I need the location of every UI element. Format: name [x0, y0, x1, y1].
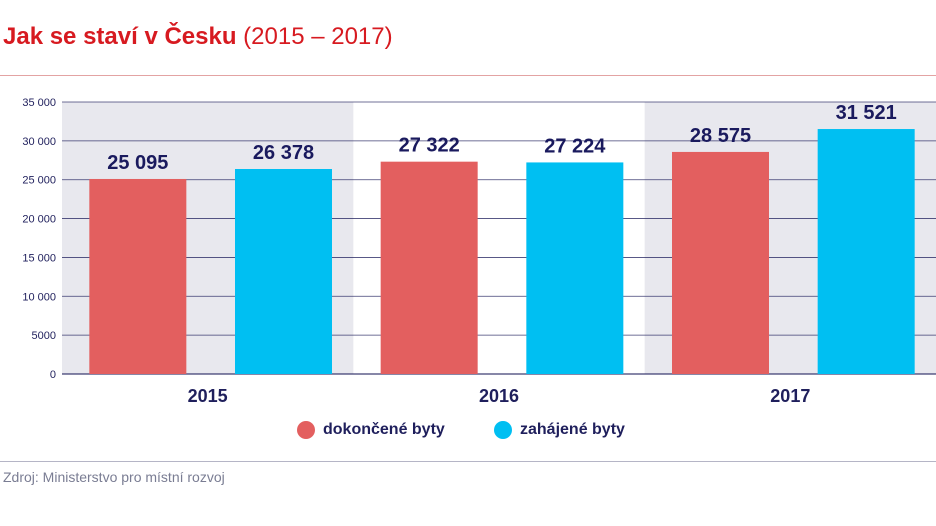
- y-tick-label: 0: [50, 369, 56, 381]
- legend-label-completed: dokončené byty: [323, 421, 445, 438]
- data-label: 28 575: [690, 125, 751, 147]
- data-label: 27 224: [544, 135, 606, 157]
- legend-label-started: zahájené byty: [520, 421, 625, 438]
- y-tick-label: 5000: [32, 330, 56, 342]
- x-tick-label: 2016: [479, 386, 519, 406]
- y-tick-label: 25 000: [22, 175, 56, 187]
- bar-completed-2016: [380, 161, 478, 374]
- chart-title-main: Jak se staví v Česku: [3, 23, 237, 50]
- data-label: 27 322: [399, 135, 460, 157]
- legend-item-started: zahájené byty: [494, 421, 625, 439]
- bar-chart: 0 5000 10 000 15 000 20 000 25 000 30 000 35 00…: [22, 97, 936, 406]
- y-tick-label: 10 000: [22, 291, 56, 303]
- data-label: 25 095: [107, 152, 168, 174]
- bottom-divider: [0, 461, 936, 462]
- legend-item-completed: dokončené byty: [297, 421, 445, 439]
- chart-legend: dokončené byty zahájené byty: [0, 421, 936, 445]
- bar-completed-2015: [89, 178, 187, 374]
- legend-swatch-completed: [297, 421, 315, 439]
- chart-title: Jak se staví v Česku (2015 – 2017): [3, 22, 393, 52]
- bar-started-2015: [235, 169, 332, 374]
- y-tick-label: 20 000: [22, 214, 56, 226]
- data-label: 26 378: [253, 142, 314, 164]
- data-label: 31 521: [836, 102, 897, 124]
- x-tick-label: 2015: [188, 386, 228, 406]
- legend-swatch-started: [494, 421, 512, 439]
- y-tick-label: 30 000: [22, 136, 56, 148]
- x-tick-label: 2017: [770, 386, 810, 406]
- bar-started-2017: [817, 129, 915, 374]
- y-tick-label: 35 000: [22, 97, 56, 109]
- y-tick-label: 15 000: [22, 252, 56, 264]
- source-note: Zdroj: Ministerstvo pro místní rozvoj: [3, 469, 225, 485]
- bar-completed-2017: [672, 151, 769, 374]
- top-divider: [0, 75, 936, 76]
- bar-started-2016: [526, 162, 624, 374]
- chart-title-sub: (2015 – 2017): [243, 23, 393, 50]
